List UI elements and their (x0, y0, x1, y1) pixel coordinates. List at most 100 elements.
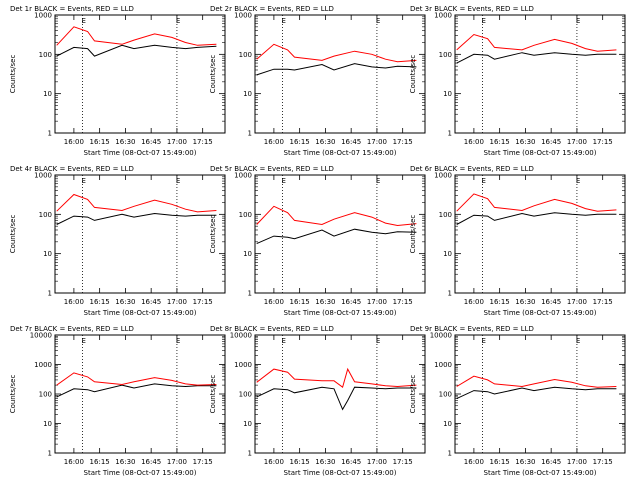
x-tick-label: 17:15 (593, 298, 613, 306)
event-marker-label: E (176, 17, 180, 25)
y-axis-label: Counts/sec (409, 375, 417, 414)
plot-frame (254, 14, 426, 134)
x-tick-label: 17:15 (593, 138, 613, 146)
panel-6: Det 6r BLACK = Events, RED = LLD Counts/s… (409, 165, 626, 317)
x-axis-label: Start Time (08-Oct-07 15:49:00) (84, 469, 197, 477)
plot-frame (454, 174, 626, 294)
y-axis-label: Counts/sec (9, 55, 17, 94)
y-axis-label: Counts/sec (9, 375, 17, 414)
y-tick-label: 10 (243, 420, 252, 428)
x-tick-label: 17:00 (567, 298, 587, 306)
x-tick-label: 16:00 (64, 458, 84, 466)
x-tick-label: 16:15 (490, 138, 510, 146)
panel-title: Det 9r BLACK = Events, RED = LLD (410, 325, 534, 333)
y-tick-label: 1000 (234, 361, 252, 369)
x-tick-label: 16:15 (490, 298, 510, 306)
panel-1: Det 1r BLACK = Events, RED = LLD Counts/s… (9, 5, 226, 157)
y-tick-label: 10 (443, 420, 452, 428)
series-line-lld (456, 375, 617, 388)
y-tick-label: 1000 (34, 12, 52, 20)
plot-frame (454, 14, 626, 134)
event-marker-label: E (176, 337, 180, 345)
series-line-lld (56, 26, 217, 46)
x-tick-label: 16:15 (90, 458, 110, 466)
event-marker-label: E (81, 177, 85, 185)
event-marker-label: E (81, 17, 85, 25)
x-tick-label: 16:00 (264, 138, 284, 146)
x-tick-label: 16:30 (115, 138, 135, 146)
event-marker-label: E (576, 337, 580, 345)
series-line-lld (256, 205, 417, 227)
series-line-events (56, 44, 217, 57)
y-tick-label: 100 (239, 391, 252, 399)
panel-title: Det 6r BLACK = Events, RED = LLD (410, 165, 534, 173)
x-tick-label: 17:15 (393, 458, 413, 466)
y-tick-label: 10000 (230, 332, 252, 340)
x-tick-label: 17:15 (193, 298, 213, 306)
event-marker-label: E (576, 177, 580, 185)
x-tick-label: 16:00 (264, 298, 284, 306)
y-tick-label: 10 (43, 420, 52, 428)
event-marker-label: E (281, 17, 285, 25)
x-tick-label: 16:15 (290, 458, 310, 466)
x-tick-label: 17:15 (193, 138, 213, 146)
x-axis-label: Start Time (08-Oct-07 15:49:00) (84, 149, 197, 157)
y-tick-label: 1 (248, 290, 252, 298)
y-tick-label: 100 (239, 211, 252, 219)
y-axis-label: Counts/sec (209, 375, 217, 414)
y-axis-label: Counts/sec (209, 215, 217, 254)
y-tick-label: 10 (43, 90, 52, 98)
x-tick-label: 17:00 (367, 458, 387, 466)
x-tick-label: 16:30 (515, 298, 535, 306)
y-tick-label: 1 (48, 130, 52, 138)
series-line-lld (256, 367, 417, 389)
y-tick-label: 1000 (434, 172, 452, 180)
event-marker-label: E (481, 177, 485, 185)
x-tick-label: 16:00 (464, 298, 484, 306)
plot-frame (54, 174, 226, 294)
x-tick-label: 16:45 (541, 458, 561, 466)
series-line-lld (56, 372, 217, 386)
x-tick-label: 17:15 (393, 138, 413, 146)
series-line-events (456, 386, 617, 400)
x-tick-label: 16:45 (341, 138, 361, 146)
y-tick-label: 1000 (234, 12, 252, 20)
y-tick-label: 10000 (430, 332, 452, 340)
x-tick-label: 16:15 (290, 138, 310, 146)
x-tick-label: 16:45 (141, 138, 161, 146)
x-tick-label: 17:00 (567, 458, 587, 466)
event-marker-label: E (176, 177, 180, 185)
y-tick-label: 1000 (34, 172, 52, 180)
y-tick-label: 1 (248, 130, 252, 138)
x-tick-label: 16:00 (64, 138, 84, 146)
x-tick-label: 16:30 (315, 138, 335, 146)
x-axis-label: Start Time (08-Oct-07 15:49:00) (84, 309, 197, 317)
x-axis-label: Start Time (08-Oct-07 15:49:00) (484, 309, 597, 317)
y-tick-label: 1000 (434, 12, 452, 20)
y-tick-label: 100 (39, 211, 52, 219)
x-tick-label: 16:45 (141, 298, 161, 306)
series-line-events (256, 386, 417, 411)
y-tick-label: 1 (448, 130, 452, 138)
plot-frame (254, 334, 426, 454)
x-tick-label: 17:00 (167, 298, 187, 306)
y-axis-label: Counts/sec (409, 215, 417, 254)
event-marker-label: E (281, 177, 285, 185)
panel-title: Det 3r BLACK = Events, RED = LLD (410, 5, 534, 13)
x-tick-label: 17:00 (567, 138, 587, 146)
x-tick-label: 16:30 (315, 298, 335, 306)
panel-7: Det 7r BLACK = Events, RED = LLD Counts/s… (9, 325, 226, 477)
y-tick-label: 1000 (434, 361, 452, 369)
panel-title: Det 8r BLACK = Events, RED = LLD (210, 325, 334, 333)
x-tick-label: 16:15 (90, 298, 110, 306)
x-tick-label: 17:15 (593, 458, 613, 466)
x-tick-label: 16:00 (464, 458, 484, 466)
y-tick-label: 1 (448, 450, 452, 458)
plot-frame (54, 334, 226, 454)
y-tick-label: 10000 (30, 332, 52, 340)
x-tick-label: 16:45 (541, 298, 561, 306)
x-axis-label: Start Time (08-Oct-07 15:49:00) (284, 309, 397, 317)
x-tick-label: 16:00 (64, 298, 84, 306)
x-tick-label: 17:00 (167, 138, 187, 146)
